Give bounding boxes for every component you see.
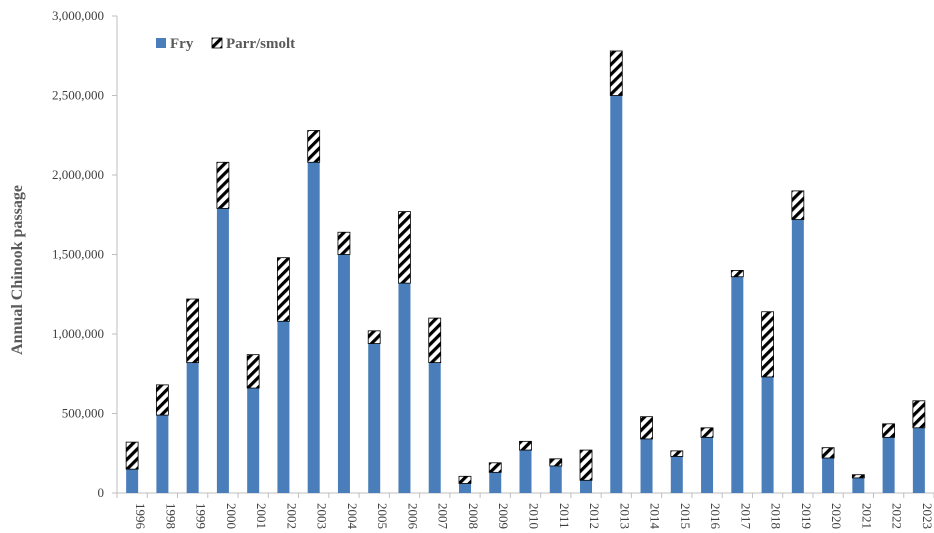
- bar-parr-smolt-2006: [398, 211, 411, 284]
- y-tick-label: 1,000,000: [52, 326, 104, 341]
- x-tick-label: 2013: [617, 503, 632, 529]
- bar-fry-1996: [126, 469, 139, 493]
- x-tick-label: 2019: [799, 503, 814, 529]
- bars: [125, 50, 926, 493]
- bar-fry-2018: [761, 376, 774, 493]
- x-tick-label: 2006: [405, 503, 420, 530]
- bar-fry-2023: [912, 427, 925, 493]
- bar-fry-2014: [640, 438, 653, 493]
- x-tick-label: 2015: [678, 503, 693, 529]
- bar-fry-2003: [307, 162, 320, 493]
- bar-fry-1999: [186, 362, 199, 493]
- y-tick-label: 2,500,000: [52, 88, 104, 103]
- x-tick-label: 2018: [769, 503, 784, 529]
- bar-parr-smolt-2019: [791, 190, 805, 220]
- x-tick-label: 2007: [436, 503, 451, 530]
- bar-parr-smolt-2004: [337, 231, 351, 255]
- x-tick-label: 2004: [345, 503, 360, 530]
- bar-parr-smolt-2007: [428, 317, 442, 364]
- bar-parr-smolt-2002: [277, 257, 290, 322]
- x-tick-label: 2008: [466, 503, 481, 529]
- x-tick-label: 2017: [738, 503, 753, 530]
- bar-parr-smolt-2005: [367, 330, 381, 344]
- bar-fry-2008: [458, 483, 471, 493]
- x-tick-label: 2001: [254, 503, 269, 529]
- x-tick-label: 2016: [708, 503, 723, 530]
- bar-parr-smolt-2010: [519, 440, 532, 451]
- x-tick-label: 2023: [920, 503, 934, 529]
- bar-fry-2015: [670, 456, 683, 493]
- y-tick-label: 1,500,000: [52, 247, 104, 262]
- x-tick-label: 1998: [163, 503, 178, 529]
- x-tick-label: 1996: [133, 503, 148, 530]
- bar-parr-smolt-2014: [640, 416, 653, 440]
- bar-fry-2011: [549, 465, 562, 493]
- bar-fry-2017: [731, 276, 744, 493]
- bar-parr-smolt-2003: [307, 130, 321, 163]
- x-tick-label: 2005: [375, 503, 390, 529]
- bar-fry-2009: [489, 472, 502, 493]
- bar-parr-smolt-2021: [851, 474, 865, 479]
- bar-fry-2010: [519, 450, 532, 493]
- x-tick-label: 2014: [648, 503, 663, 530]
- y-axis-label: Annual Chinook passage: [9, 185, 26, 355]
- legend-label-fry: Fry: [170, 36, 194, 52]
- y-tick-label: 0: [98, 485, 105, 500]
- bar-parr-smolt-2000: [216, 161, 230, 209]
- bar-fry-2020: [822, 458, 835, 493]
- bar-fry-1998: [156, 415, 169, 493]
- bar-parr-smolt-2001: [246, 354, 260, 389]
- x-tick-label: 2003: [315, 503, 330, 529]
- x-tick-label: 2020: [829, 503, 844, 529]
- bar-fry-2002: [277, 321, 290, 493]
- legend-label-parr-smolt: Parr/smolt: [226, 36, 295, 52]
- x-tick-label: 2002: [284, 503, 299, 529]
- legend-swatch-fry: [156, 38, 166, 48]
- x-tick-label: 2011: [557, 503, 572, 529]
- bar-parr-smolt-1999: [186, 298, 200, 364]
- x-tick-label: 1999: [194, 503, 209, 529]
- legend-swatch-parr-smolt: [211, 37, 223, 49]
- y-tick-label: 3,000,000: [52, 8, 104, 23]
- x-tick-label: 2022: [890, 503, 905, 529]
- bar-fry-2001: [247, 388, 260, 493]
- bar-parr-smolt-2020: [821, 447, 835, 459]
- x-tick-label: 2010: [527, 503, 542, 529]
- bar-fry-2000: [216, 208, 229, 493]
- bar-parr-smolt-2011: [549, 458, 563, 467]
- bar-parr-smolt-2017: [730, 269, 744, 278]
- bar-fry-2019: [791, 219, 804, 493]
- bar-fry-2007: [428, 362, 441, 493]
- bar-parr-smolt-2008: [458, 475, 472, 484]
- bar-parr-smolt-1996: [125, 441, 139, 470]
- bar-parr-smolt-2023: [912, 400, 926, 429]
- bar-parr-smolt-2018: [761, 311, 774, 378]
- y-axis: 0 500,000 1,000,000 1,500,000 2,000,000 2,500…: [52, 8, 117, 500]
- bar-fry-2012: [580, 480, 593, 493]
- x-tick-label: 2009: [496, 503, 511, 529]
- bar-fry-2016: [701, 437, 714, 493]
- bar-fry-2005: [368, 343, 381, 493]
- bar-parr-smolt-2012: [579, 449, 593, 481]
- bar-parr-smolt-2016: [700, 427, 714, 438]
- y-tick-label: 2,000,000: [52, 167, 104, 182]
- x-tick-label: 2021: [859, 503, 874, 529]
- x-tick-label: 2012: [587, 503, 602, 529]
- bar-parr-smolt-2013: [609, 50, 623, 96]
- bar-fry-2013: [610, 95, 623, 493]
- bar-fry-2004: [337, 254, 350, 493]
- bar-parr-smolt-1998: [155, 384, 169, 416]
- bar-parr-smolt-2009: [488, 462, 502, 473]
- bar-fry-2022: [882, 437, 895, 493]
- bar-fry-2006: [398, 283, 411, 493]
- x-axis: 1996 1998 1999 2000 2001 2002 2003 2004 2005 2006…: [116, 493, 934, 530]
- bar-parr-smolt-2022: [882, 423, 896, 438]
- bar-fry-2021: [852, 477, 865, 493]
- bar-parr-smolt-2015: [670, 450, 684, 457]
- legend: Fry Parr/smolt: [156, 36, 295, 52]
- x-tick-label: 2000: [224, 503, 239, 529]
- y-tick-label: 500,000: [62, 406, 104, 421]
